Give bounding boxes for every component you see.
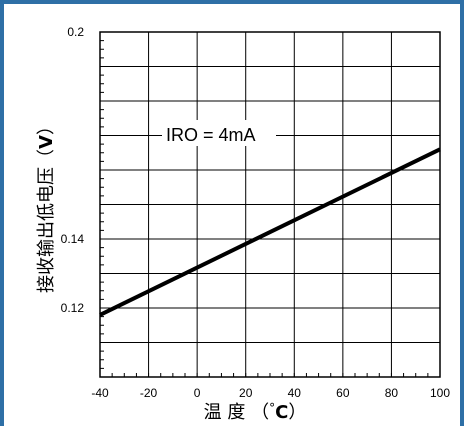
y-tick-labels: 0.12 0.14 0.2 xyxy=(61,25,85,315)
y-tick-label: 0.2 xyxy=(67,25,84,39)
x-tick-label: -20 xyxy=(140,386,158,400)
x-axis-title-unit: C xyxy=(275,402,288,423)
x-axis-title-part-1: 温 度 （ xyxy=(204,402,269,423)
x-axis-title: 温 度 （°C） xyxy=(204,401,307,423)
x-tick-label: 20 xyxy=(239,386,253,400)
series-line-0 xyxy=(99,147,441,317)
x-axis-title-degree: ° xyxy=(269,401,275,415)
series-layer xyxy=(99,147,441,317)
x-tick-label: 80 xyxy=(385,386,399,400)
x-tick-label: -40 xyxy=(91,386,109,400)
annotation-background xyxy=(162,120,276,146)
x-tick-labels: -40 -20 0 20 40 60 80 100 xyxy=(91,386,450,400)
x-axis-title-part-2: ） xyxy=(288,402,306,423)
x-tick-label: 100 xyxy=(430,386,450,400)
annotation-label: IRO = 4mA xyxy=(166,125,256,145)
y-tick-label: 0.12 xyxy=(61,301,85,315)
y-axis-title: 接收输出低电压（V） xyxy=(36,117,57,293)
x-tick-label: 0 xyxy=(194,386,201,400)
grid xyxy=(100,32,440,377)
x-tick-label: 40 xyxy=(288,386,302,400)
y-axis-title-part-2: ） xyxy=(36,117,57,135)
plot-border xyxy=(99,31,441,378)
y-axis-title-unit: V xyxy=(36,135,57,149)
x-tick-label: 60 xyxy=(336,386,350,400)
y-tick-label: 0.14 xyxy=(61,232,85,246)
y-axis-title-part-1: 接收输出低电压（ xyxy=(36,149,57,293)
